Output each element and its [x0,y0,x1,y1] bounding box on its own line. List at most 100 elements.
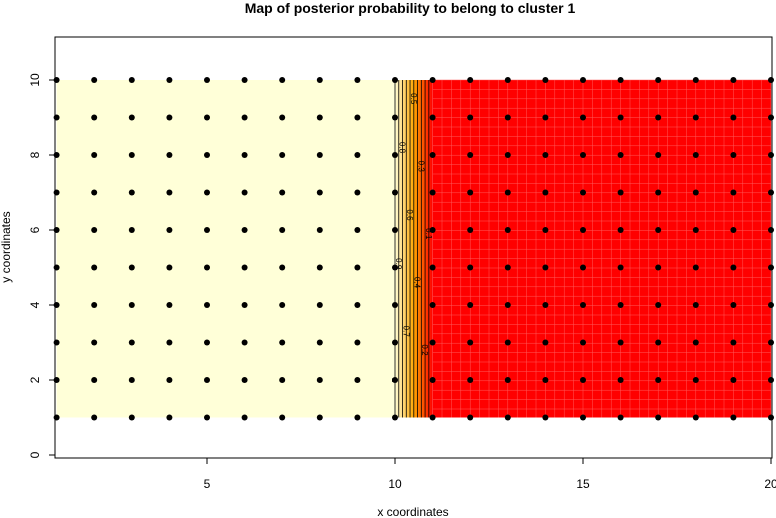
grid-point [279,227,286,233]
grid-point [128,414,135,421]
grid-point [542,302,549,308]
grid-point [692,302,699,308]
grid-point [580,77,586,83]
y-tick-label: 8 [28,151,42,158]
grid-point [279,189,286,196]
grid-point [316,114,323,121]
grid-point [166,414,173,421]
grid-point [617,114,624,121]
y-tick-label: 6 [28,226,42,233]
x-tick-label: 20 [764,477,776,491]
grid-point [316,339,323,346]
grid-point [279,152,286,158]
grid-point [768,189,774,196]
grid-point [392,414,398,421]
grid-point [166,264,173,271]
grid-point [279,339,286,346]
grid-point [354,377,361,383]
grid-point [316,152,323,158]
grid-point [617,302,624,308]
grid-point [730,152,737,158]
grid-point [429,189,436,196]
grid-point [429,227,436,233]
grid-point [91,189,98,196]
grid-point [467,77,474,83]
grid-point [279,414,286,421]
grid-point [504,414,511,421]
grid-point [730,377,737,383]
grid-point [655,339,662,346]
grid-point [429,77,436,83]
grid-point [241,414,248,421]
grid-point [91,77,98,83]
contour-label: 0.3 [416,161,425,173]
grid-point [768,77,774,83]
grid-point [316,377,323,383]
grid-point [580,189,586,196]
grid-point [580,152,586,158]
grid-point [166,152,173,158]
grid-point [166,114,173,121]
grid-point [467,114,474,121]
grid-point [580,377,586,383]
grid-point [504,302,511,308]
grid-point [692,114,699,121]
y-tick-label: 4 [28,301,42,308]
grid-point [204,264,210,271]
grid-point [504,114,511,121]
grid-point [204,302,210,308]
grid-point [692,227,699,233]
y-tick-label: 2 [28,376,42,383]
y-tick-label: 10 [28,73,42,87]
grid-point [354,152,361,158]
grid-point [429,302,436,308]
grid-point [91,414,98,421]
grid-point [392,77,398,83]
contour-label: 0.7 [401,326,410,338]
y-tick-label: 0 [28,451,42,458]
grid-point [768,114,774,121]
grid-point [730,414,737,421]
contour-label: 0.2 [420,344,429,356]
grid-point [354,189,361,196]
contour-label: 0.8 [398,142,407,154]
grid-point [730,339,737,346]
grid-point [655,77,662,83]
grid-point [504,77,511,83]
grid-point [241,189,248,196]
grid-point [467,189,474,196]
grid-point [429,339,436,346]
grid-point [580,302,586,308]
grid-point [392,152,398,158]
grid-point [241,114,248,121]
grid-point [241,339,248,346]
grid-point [429,114,436,121]
grid-point [617,339,624,346]
grid-point [542,377,549,383]
grid-point [392,114,398,121]
grid-point [542,414,549,421]
grid-point [316,77,323,83]
grid-point [354,339,361,346]
grid-point [467,152,474,158]
grid-point [542,339,549,346]
grid-point [617,189,624,196]
grid-point [692,77,699,83]
grid-point [429,152,436,158]
grid-point [204,189,210,196]
grid-point [91,114,98,121]
grid-point [166,227,173,233]
x-axis-label: x coordinates [377,505,448,518]
grid-point [204,227,210,233]
grid-point [166,77,173,83]
grid-point [692,152,699,158]
grid-point [768,377,774,383]
grid-point [692,264,699,271]
grid-point [617,227,624,233]
x-tick-label: 10 [388,477,402,491]
grid-point [316,189,323,196]
grid-point [467,414,474,421]
grid-point [279,114,286,121]
grid-point [91,264,98,271]
